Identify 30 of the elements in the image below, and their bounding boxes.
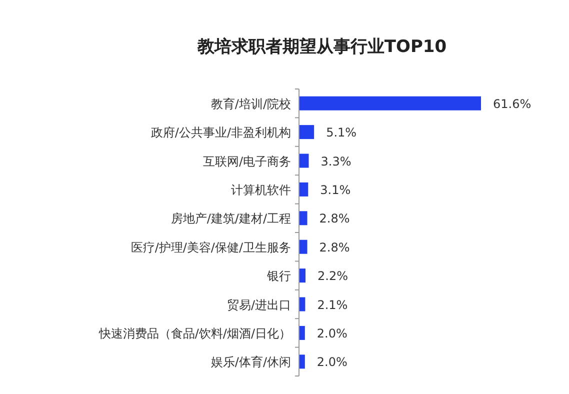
data-label: 2.0% bbox=[316, 355, 348, 370]
bar bbox=[299, 354, 305, 369]
data-label: 3.3% bbox=[320, 154, 352, 168]
y-tick-label: 银行 bbox=[266, 269, 291, 284]
data-label: 5.1% bbox=[326, 126, 357, 140]
y-tick-label: 房地产/建筑/建材/工程 bbox=[170, 212, 291, 226]
bar bbox=[299, 240, 308, 254]
y-tick-label: 快速消费品（食品/饮料/烟酒/日化） bbox=[98, 326, 291, 340]
data-label: 2.2% bbox=[318, 269, 348, 284]
chart-title: 教培求职者期望从事行业TOP10 bbox=[196, 37, 447, 57]
bar bbox=[299, 211, 308, 226]
data-label: 2.8% bbox=[319, 240, 350, 254]
bar bbox=[299, 182, 308, 196]
y-tick-label: 教育/培训/院校 bbox=[210, 96, 291, 111]
bar bbox=[299, 125, 314, 140]
bar bbox=[299, 96, 481, 110]
bar bbox=[299, 326, 305, 340]
bar bbox=[299, 268, 306, 283]
y-tick-label: 娱乐/体育/休闲 bbox=[210, 355, 291, 370]
y-tick-label: 政府/公共事业/非盈利机构 bbox=[150, 126, 291, 140]
y-tick-label: 互联网/电子商务 bbox=[202, 154, 291, 168]
y-tick-label: 贸易/进出口 bbox=[226, 298, 291, 312]
y-tick-label: 计算机软件 bbox=[231, 182, 291, 197]
data-label: 61.6% bbox=[493, 96, 532, 111]
data-label: 3.1% bbox=[320, 182, 351, 197]
bar bbox=[299, 154, 309, 168]
data-label: 2.1% bbox=[317, 298, 348, 312]
data-label: 2.8% bbox=[319, 212, 350, 226]
data-label: 2.0% bbox=[316, 326, 348, 340]
y-tick-label: 医疗/护理/美容/保健/卫生服务 bbox=[130, 240, 291, 254]
